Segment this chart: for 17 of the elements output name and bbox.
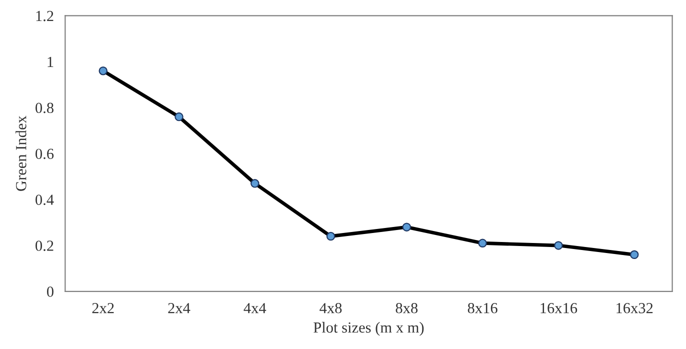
x-tick-label: 16x16 — [540, 303, 578, 314]
x-tick-label: 8x8 — [396, 302, 418, 314]
x-tick-label: 4x4 — [244, 303, 266, 314]
x-tick-label: 2x4 — [168, 303, 190, 314]
y-tick-label: 0.4 — [36, 194, 54, 206]
y-tick-label: 0 — [47, 286, 54, 297]
x-tick-label: 2x2 — [92, 303, 114, 314]
y-tick-label: 0.6 — [36, 148, 54, 160]
y-tick-label: 1.2 — [36, 10, 54, 22]
x-tick-label: 4x8 — [320, 302, 342, 314]
y-tick-label: 0.2 — [36, 240, 54, 251]
x-axis-title: Plot sizes (m x m) — [314, 322, 424, 336]
x-tick-label: 8x16 — [468, 302, 498, 314]
y-axis-title: Green Index — [16, 116, 26, 191]
x-tick-label: 16x32 — [616, 303, 653, 314]
y-tick-label: 1 — [48, 56, 54, 67]
y-tick-label: 0.8 — [36, 102, 54, 114]
